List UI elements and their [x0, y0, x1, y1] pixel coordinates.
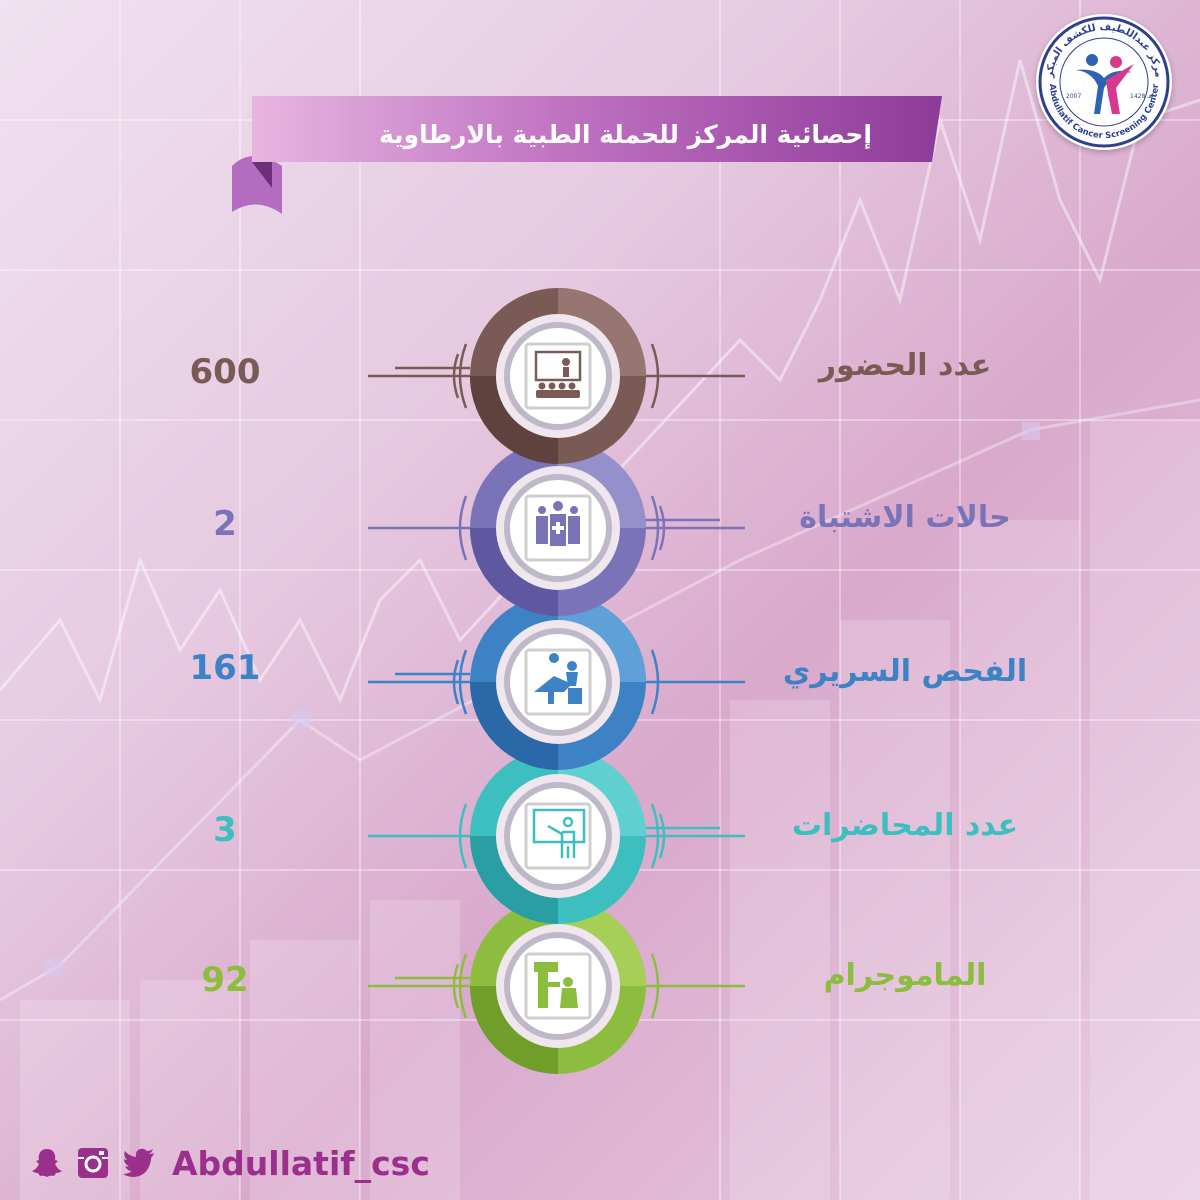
stat-label-suspected-cases: حالات الاشتباة	[799, 500, 1011, 535]
stat-ring	[468, 438, 648, 618]
stat-value-clinical-exam: 161	[189, 648, 261, 688]
clinical-exam-icon	[534, 653, 582, 704]
stat-ring	[468, 746, 648, 926]
stat-value-attendance: 600	[189, 352, 261, 392]
stat-ring	[468, 896, 648, 1076]
instagram-icon[interactable]	[76, 1146, 110, 1180]
mammogram-machine-icon	[534, 962, 578, 1008]
people-logo-icon: مركز عبداللطيف للكشف المبكر Abdullatif C…	[1038, 16, 1170, 148]
stat-value-suspected-cases: 2	[213, 504, 237, 544]
stat-label-lectures: عدد المحاضرات	[791, 808, 1019, 843]
twitter-icon[interactable]	[122, 1146, 156, 1180]
connector-lines	[368, 343, 745, 409]
connector-lines	[368, 649, 745, 715]
stat-ring	[468, 592, 648, 772]
connector-lines	[368, 953, 745, 1019]
snapchat-icon[interactable]	[30, 1146, 64, 1180]
stat-row-suspected-cases: 2 حالات الاشتباة	[0, 440, 1200, 616]
logo-year-hijri: 1428 هـ	[1130, 93, 1152, 100]
connector-lines	[368, 803, 745, 869]
stat-row-mammogram: 92 الماموجرام	[0, 898, 1200, 1074]
stat-label-attendance: عدد الحضور	[818, 348, 992, 383]
stat-ring	[468, 286, 648, 466]
stat-label-clinical-exam: الفحص السريري	[782, 654, 1028, 689]
stat-value-lectures: 3	[213, 810, 237, 850]
title-banner: إحصائية المركز للحملة الطبية بالارطاوية	[232, 96, 942, 216]
lecturer-board-icon	[532, 808, 586, 858]
stat-row-lectures: 3 عدد المحاضرات	[0, 748, 1200, 924]
banner-title: إحصائية المركز للحملة الطبية بالارطاوية	[379, 120, 872, 149]
stat-row-attendance: 600 عدد الحضور	[0, 288, 1200, 464]
center-logo: مركز عبداللطيف للكشف المبكر Abdullatif C…	[1036, 14, 1172, 150]
group-medical-icon	[536, 501, 580, 546]
logo-year-gregorian: 2007	[1066, 93, 1081, 100]
social-handle[interactable]: Abdullatif_csc	[172, 1144, 430, 1183]
connector-lines	[368, 495, 745, 561]
stat-value-mammogram: 92	[201, 960, 249, 1000]
stat-label-mammogram: الماموجرام	[823, 958, 987, 993]
audience-presentation-icon	[534, 350, 582, 398]
stat-row-clinical-exam: 161 الفحص السريري	[0, 594, 1200, 770]
